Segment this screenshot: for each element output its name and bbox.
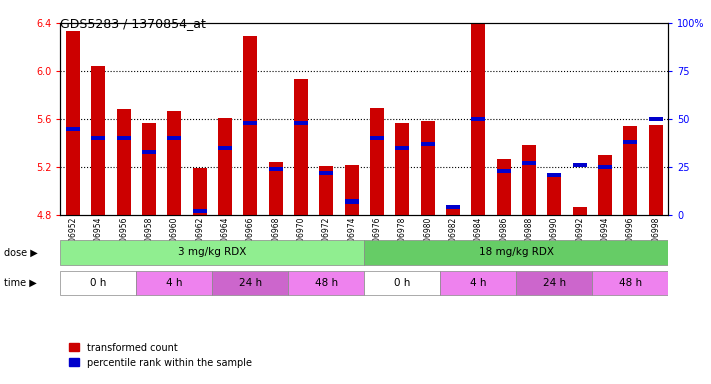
Text: 24 h: 24 h	[239, 278, 262, 288]
Bar	[294, 79, 308, 215]
Text: time ▶: time ▶	[4, 278, 36, 288]
Bar	[269, 162, 283, 215]
Bar	[66, 31, 80, 215]
Bar	[592, 271, 668, 295]
Text: 4 h: 4 h	[166, 278, 183, 288]
Bar	[573, 207, 587, 215]
Bar	[364, 271, 440, 295]
Bar	[193, 168, 207, 215]
Text: 48 h: 48 h	[619, 278, 642, 288]
Bar	[345, 199, 358, 204]
Bar	[142, 149, 156, 154]
Bar	[269, 167, 283, 171]
Bar	[319, 166, 333, 215]
Bar	[497, 159, 510, 215]
Bar	[648, 117, 663, 121]
Bar	[213, 271, 289, 295]
Bar	[289, 271, 365, 295]
Text: 0 h: 0 h	[90, 278, 107, 288]
Bar	[471, 117, 486, 121]
Bar	[440, 271, 516, 295]
Bar	[497, 169, 510, 173]
Bar	[117, 136, 131, 140]
Text: 3 mg/kg RDX: 3 mg/kg RDX	[178, 247, 247, 258]
Bar	[547, 175, 561, 215]
Bar	[243, 121, 257, 125]
Text: GDS5283 / 1370854_at: GDS5283 / 1370854_at	[60, 17, 206, 30]
Bar	[598, 155, 612, 215]
Bar	[370, 108, 384, 215]
Bar	[218, 118, 232, 215]
Bar	[319, 170, 333, 175]
Bar	[294, 121, 308, 125]
Bar	[648, 125, 663, 215]
Bar	[573, 163, 587, 167]
Bar	[395, 146, 410, 150]
Bar	[60, 271, 137, 295]
Bar	[598, 165, 612, 169]
Bar	[364, 240, 668, 265]
Bar	[137, 271, 213, 295]
Text: 18 mg/kg RDX: 18 mg/kg RDX	[479, 247, 554, 258]
Bar	[243, 36, 257, 215]
Bar	[60, 240, 364, 265]
Bar	[92, 136, 105, 140]
Bar	[395, 122, 410, 215]
Text: 24 h: 24 h	[542, 278, 566, 288]
Bar	[142, 122, 156, 215]
Bar	[193, 209, 207, 213]
Bar	[522, 161, 536, 165]
Bar	[624, 140, 637, 144]
Bar	[218, 146, 232, 150]
Bar	[168, 111, 181, 215]
Text: 0 h: 0 h	[394, 278, 410, 288]
Bar	[345, 165, 358, 215]
Bar	[522, 146, 536, 215]
Bar	[117, 109, 131, 215]
Bar	[421, 121, 434, 215]
Text: dose ▶: dose ▶	[4, 247, 37, 258]
Bar	[446, 205, 460, 209]
Text: 48 h: 48 h	[315, 278, 338, 288]
Text: 4 h: 4 h	[470, 278, 486, 288]
Bar	[624, 126, 637, 215]
Bar	[516, 271, 592, 295]
Legend: transformed count, percentile rank within the sample: transformed count, percentile rank withi…	[65, 339, 255, 371]
Bar	[168, 136, 181, 140]
Bar	[92, 66, 105, 215]
Bar	[421, 142, 434, 146]
Bar	[370, 136, 384, 140]
Bar	[547, 172, 561, 177]
Bar	[471, 13, 486, 215]
Bar	[66, 126, 80, 131]
Bar	[446, 209, 460, 215]
